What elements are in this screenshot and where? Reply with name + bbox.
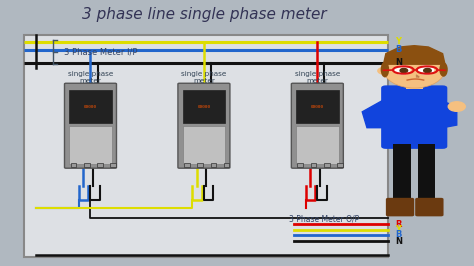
Bar [84, 163, 90, 167]
Bar [24, 35, 388, 257]
Text: 3 phase line single phase meter: 3 phase line single phase meter [82, 7, 326, 22]
Text: single phase
meter: single phase meter [68, 71, 113, 84]
Text: N: N [395, 237, 402, 246]
Polygon shape [362, 99, 391, 128]
Bar [69, 126, 112, 164]
Bar [337, 163, 343, 167]
Bar [69, 90, 112, 123]
Text: single phase
meter: single phase meter [295, 71, 340, 84]
Bar [296, 126, 338, 164]
Ellipse shape [439, 62, 448, 77]
Bar [296, 90, 338, 123]
Ellipse shape [383, 51, 445, 88]
Bar [210, 163, 216, 167]
FancyBboxPatch shape [292, 83, 343, 168]
Bar [71, 163, 76, 167]
Text: 00000: 00000 [84, 105, 97, 109]
Bar [393, 144, 411, 202]
FancyBboxPatch shape [386, 198, 414, 216]
Bar [182, 126, 225, 164]
FancyBboxPatch shape [381, 85, 447, 149]
Circle shape [400, 68, 408, 73]
Ellipse shape [381, 61, 389, 77]
Text: 00000: 00000 [197, 105, 210, 109]
Text: 3 Phase Meter I/P: 3 Phase Meter I/P [64, 48, 138, 57]
FancyBboxPatch shape [64, 83, 117, 168]
FancyBboxPatch shape [415, 198, 444, 216]
Bar [224, 163, 229, 167]
Bar [324, 163, 329, 167]
Text: Y: Y [395, 37, 401, 46]
Bar [406, 79, 423, 89]
Text: single phase
meter: single phase meter [181, 71, 227, 84]
Bar [418, 144, 436, 202]
Text: 00000: 00000 [311, 105, 324, 109]
Bar [184, 163, 190, 167]
Bar [311, 163, 317, 167]
Polygon shape [383, 46, 445, 64]
Circle shape [395, 66, 410, 74]
Bar [298, 163, 303, 167]
Polygon shape [443, 101, 457, 128]
Circle shape [448, 102, 465, 111]
Circle shape [419, 66, 434, 74]
Text: B: B [395, 230, 401, 239]
Circle shape [378, 68, 389, 74]
Bar [110, 163, 116, 167]
Bar [182, 90, 225, 123]
Text: R: R [395, 220, 402, 229]
Text: 3 Phase Meter O/P: 3 Phase Meter O/P [289, 214, 359, 223]
Text: B: B [395, 45, 401, 54]
Bar [197, 163, 203, 167]
Bar [97, 163, 103, 167]
Text: N: N [395, 58, 402, 67]
Circle shape [424, 68, 431, 73]
Text: Y: Y [395, 225, 401, 234]
FancyBboxPatch shape [178, 83, 230, 168]
